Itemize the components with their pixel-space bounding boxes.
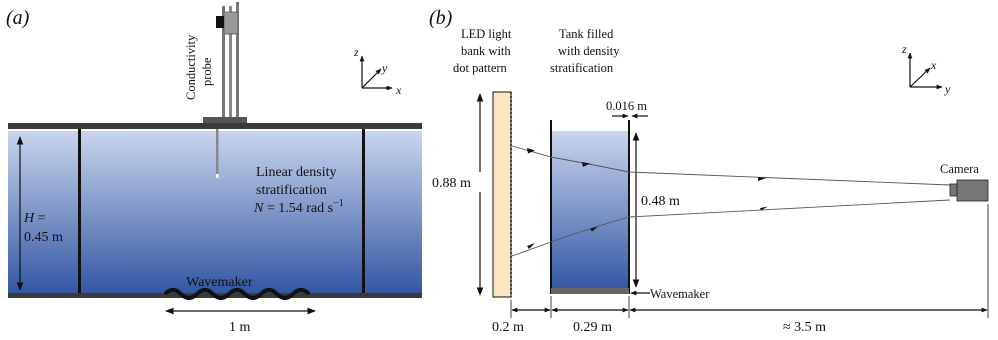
water-height-label: 0.48 m [641, 194, 680, 209]
tank-width-label: 0.29 m [573, 320, 612, 335]
left-support [78, 129, 81, 293]
dist-led-tank-label: 0.2 m [492, 320, 524, 335]
tank-label-line2: with density [558, 44, 620, 58]
buoyancy-frequency-label: N = 1.54 rad s−1 [253, 198, 344, 216]
led-light-bank [492, 91, 512, 298]
panel-b-tag: (b) [429, 7, 453, 29]
wavemaker-shape-a [163, 288, 311, 300]
depth-label: H = [23, 211, 46, 226]
axis-x-label-b: x [930, 58, 937, 72]
stratification-label-line1: Linear density [256, 165, 336, 180]
tank-water [551, 131, 629, 289]
wavemaker-length-label: 1 m [229, 320, 251, 335]
stratification-label-line2: stratification [256, 183, 327, 198]
led-label-line1: LED light [461, 27, 512, 41]
top-rail [8, 123, 422, 129]
axis-y-label-b: y [944, 82, 951, 96]
tank-label-line3: stratification [550, 61, 614, 75]
axes-icon-a [359, 55, 393, 91]
axis-x-label-a: x [395, 83, 402, 97]
axes-icon-b [907, 52, 943, 90]
camera-label: Camera [940, 162, 979, 176]
right-support [362, 129, 365, 293]
axis-z-label-b: z [901, 42, 907, 56]
water-body [8, 131, 422, 293]
wavemaker-label-b: Wavemaker [650, 287, 710, 301]
tank-label-line1: Tank filled [559, 27, 614, 41]
light-rays [511, 145, 951, 257]
led-height-label: 0.88 m [432, 176, 471, 191]
camera-icon [949, 179, 989, 202]
conductivity-probe [203, 2, 247, 178]
axis-y-label-a: y [381, 61, 388, 75]
dist-camera-label: ≈ 3.5 m [783, 320, 826, 335]
probe-label-line1: Conductivity [184, 34, 198, 100]
panel-a: (a) Conductivity probe z y [6, 2, 422, 335]
wavemaker-label-a: Wavemaker [186, 275, 253, 290]
wavemaker-strip-b [551, 288, 629, 294]
axis-z-label-a: z [353, 45, 359, 59]
led-label-line3: dot pattern [453, 61, 508, 75]
probe-label-line2: probe [200, 57, 214, 86]
led-label-line2: bank with [461, 44, 511, 58]
depth-value: 0.45 m [24, 230, 63, 245]
panel-b: (b) LED light bank with dot pattern Tank… [429, 7, 989, 335]
panel-a-tag: (a) [6, 7, 30, 29]
wall-thickness-label: 0.016 m [606, 99, 647, 113]
